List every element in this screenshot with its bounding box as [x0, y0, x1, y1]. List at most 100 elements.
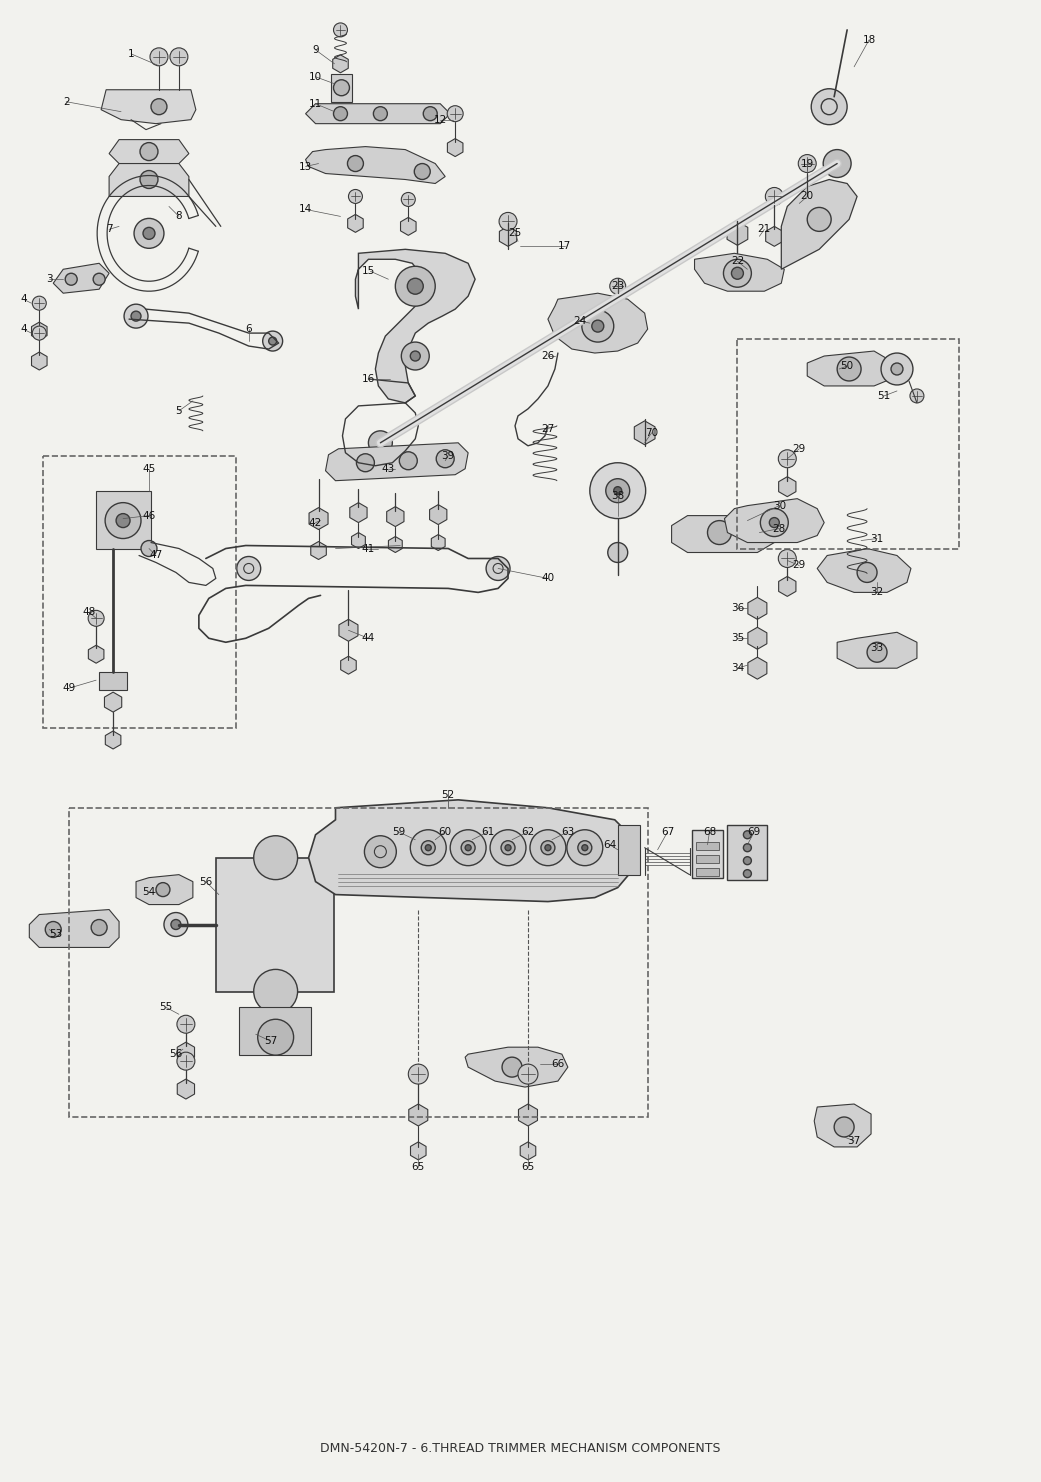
Polygon shape	[518, 1104, 537, 1126]
Circle shape	[502, 1057, 522, 1077]
Text: 42: 42	[309, 517, 322, 528]
Text: 11: 11	[309, 99, 322, 108]
Text: 36: 36	[731, 603, 744, 614]
Circle shape	[32, 296, 46, 310]
Circle shape	[743, 843, 752, 852]
Text: 7: 7	[106, 224, 112, 234]
Polygon shape	[104, 692, 122, 711]
Circle shape	[910, 388, 924, 403]
Circle shape	[743, 831, 752, 839]
Text: 56: 56	[199, 877, 212, 886]
Circle shape	[333, 107, 348, 120]
Polygon shape	[350, 502, 367, 523]
Polygon shape	[548, 293, 648, 353]
Circle shape	[881, 353, 913, 385]
Text: 19: 19	[801, 159, 814, 169]
Text: 28: 28	[772, 523, 786, 534]
Text: 3: 3	[46, 274, 53, 285]
Circle shape	[760, 508, 788, 536]
Text: 66: 66	[552, 1060, 564, 1069]
Circle shape	[837, 357, 861, 381]
Polygon shape	[340, 657, 356, 674]
Polygon shape	[798, 194, 816, 213]
Polygon shape	[308, 800, 635, 901]
Circle shape	[414, 163, 430, 179]
Polygon shape	[431, 535, 446, 550]
Bar	[695, 867, 719, 876]
Polygon shape	[814, 1104, 871, 1147]
Text: 6: 6	[246, 325, 252, 333]
Text: 63: 63	[561, 827, 575, 837]
Polygon shape	[31, 322, 47, 339]
Text: 57: 57	[264, 1036, 277, 1046]
Text: 2: 2	[62, 96, 70, 107]
Text: 68: 68	[703, 827, 716, 837]
Text: 5: 5	[176, 406, 182, 416]
Polygon shape	[136, 874, 193, 904]
Circle shape	[823, 150, 852, 178]
Polygon shape	[747, 657, 767, 679]
Circle shape	[743, 857, 752, 864]
Polygon shape	[105, 731, 121, 748]
Polygon shape	[88, 645, 104, 664]
Text: 56: 56	[170, 1049, 182, 1060]
Bar	[617, 825, 639, 874]
Text: 32: 32	[870, 587, 884, 597]
Text: 70: 70	[645, 428, 658, 437]
Circle shape	[141, 170, 158, 188]
Polygon shape	[326, 443, 468, 480]
Text: 10: 10	[309, 71, 322, 82]
Polygon shape	[807, 351, 891, 385]
Circle shape	[544, 845, 551, 851]
Circle shape	[567, 830, 603, 865]
Text: 49: 49	[62, 683, 76, 694]
Circle shape	[349, 190, 362, 203]
Text: 59: 59	[391, 827, 405, 837]
Text: 12: 12	[434, 114, 447, 124]
Text: 22: 22	[731, 256, 744, 267]
Text: 17: 17	[558, 242, 572, 252]
Polygon shape	[779, 477, 796, 496]
Text: 44: 44	[362, 633, 375, 643]
Text: 65: 65	[411, 1162, 425, 1172]
Polygon shape	[309, 508, 328, 529]
Polygon shape	[401, 218, 416, 236]
Circle shape	[505, 845, 511, 851]
Circle shape	[333, 80, 350, 96]
Polygon shape	[352, 532, 365, 548]
Text: 46: 46	[143, 511, 155, 520]
Polygon shape	[339, 619, 358, 642]
Text: 23: 23	[611, 282, 625, 292]
Text: 8: 8	[176, 212, 182, 221]
Text: 31: 31	[870, 534, 884, 544]
Circle shape	[410, 830, 447, 865]
Text: 45: 45	[143, 464, 155, 474]
Circle shape	[606, 479, 630, 502]
Circle shape	[124, 304, 148, 328]
Text: 29: 29	[792, 443, 806, 453]
Text: 26: 26	[541, 351, 555, 362]
Polygon shape	[837, 633, 917, 668]
Circle shape	[708, 520, 732, 544]
Circle shape	[811, 89, 847, 124]
Bar	[69, 808, 648, 1117]
Circle shape	[779, 449, 796, 468]
Circle shape	[45, 922, 61, 938]
Circle shape	[364, 836, 397, 867]
Polygon shape	[694, 253, 784, 290]
Circle shape	[348, 156, 363, 172]
Circle shape	[518, 1064, 538, 1083]
Polygon shape	[727, 221, 747, 246]
Text: 60: 60	[438, 827, 452, 837]
Text: 41: 41	[362, 544, 375, 553]
Polygon shape	[430, 505, 447, 525]
Polygon shape	[410, 1143, 426, 1160]
Text: 35: 35	[731, 633, 744, 643]
Text: 21: 21	[758, 224, 771, 234]
Text: 27: 27	[541, 424, 555, 434]
Circle shape	[608, 542, 628, 563]
Text: DMN-5420N-7 - 6.THREAD TRIMMER MECHANISM COMPONENTS: DMN-5420N-7 - 6.THREAD TRIMMER MECHANISM…	[321, 1442, 720, 1455]
Text: 43: 43	[382, 464, 395, 474]
Bar	[695, 842, 719, 849]
Text: 54: 54	[143, 886, 155, 897]
